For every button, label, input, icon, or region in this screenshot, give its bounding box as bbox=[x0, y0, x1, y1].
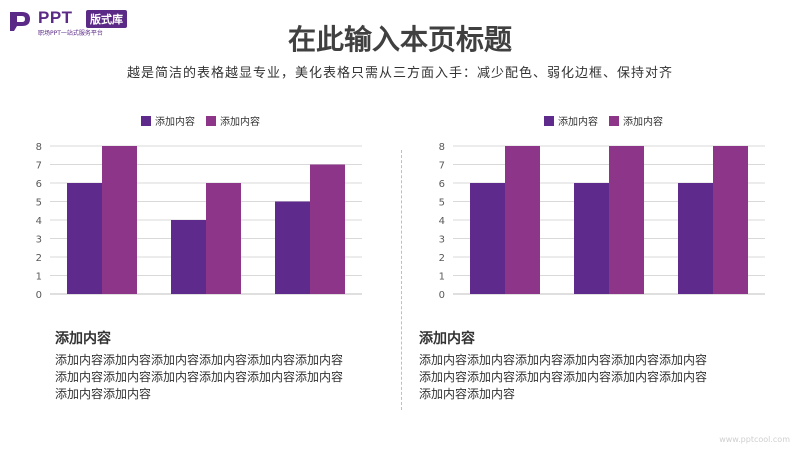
y-tick-label: 6 bbox=[36, 179, 42, 190]
y-tick-label: 3 bbox=[439, 235, 445, 246]
section-title-right: 添加内容 bbox=[419, 331, 475, 347]
bar bbox=[505, 146, 540, 294]
y-tick-label: 5 bbox=[36, 198, 42, 209]
bar bbox=[171, 220, 206, 294]
bar-chart-right: 添加内容 添加内容 0 1 2 3 4 5 6 7 8 bbox=[439, 115, 765, 301]
y-tick-label: 7 bbox=[439, 161, 445, 172]
bar bbox=[713, 146, 748, 294]
logo-mark-icon bbox=[10, 12, 30, 31]
section-line: 添加内容添加内容 bbox=[419, 387, 516, 401]
legend-label: 添加内容 bbox=[558, 115, 598, 128]
section-line: 添加内容添加内容添加内容添加内容添加内容添加内容 bbox=[55, 370, 344, 384]
bar bbox=[470, 183, 505, 294]
y-tick-label: 3 bbox=[36, 235, 42, 246]
logo-name: PPT bbox=[38, 8, 73, 27]
y-tick-label: 6 bbox=[439, 179, 445, 190]
y-tick-label: 0 bbox=[439, 290, 445, 301]
section-body-right: 添加内容添加内容添加内容添加内容添加内容添加内容 添加内容添加内容添加内容添加内… bbox=[419, 352, 739, 403]
y-tick-label: 8 bbox=[439, 142, 445, 153]
legend-label: 添加内容 bbox=[623, 115, 663, 128]
legend-swatch bbox=[206, 116, 216, 126]
logo-badge: 版式库 bbox=[86, 10, 127, 28]
divider bbox=[401, 150, 402, 410]
y-tick-label: 7 bbox=[36, 161, 42, 172]
bar bbox=[206, 183, 241, 294]
y-tick-label: 1 bbox=[439, 272, 445, 283]
bar bbox=[310, 164, 345, 294]
bar-chart-left: 添加内容 添加内容 0 1 2 3 4 5 6 7 8 bbox=[36, 115, 362, 301]
legend-swatch bbox=[141, 116, 151, 126]
y-tick-label: 8 bbox=[36, 142, 42, 153]
page-title: 在此输入本页标题 bbox=[287, 23, 512, 56]
legend-swatch bbox=[544, 116, 554, 126]
logo-tagline: 职场PPT一站式服务平台 bbox=[38, 30, 103, 37]
y-tick-label: 1 bbox=[36, 272, 42, 283]
page-subtitle: 越是简洁的表格越显专业，美化表格只需从三方面入手：减少配色、弱化边框、保持对齐 bbox=[126, 66, 673, 81]
legend-label: 添加内容 bbox=[155, 115, 195, 128]
bar bbox=[67, 183, 102, 294]
section-line: 添加内容添加内容添加内容添加内容添加内容添加内容 bbox=[419, 370, 708, 384]
legend-swatch bbox=[609, 116, 619, 126]
legend-label: 添加内容 bbox=[220, 115, 260, 128]
bar bbox=[102, 146, 137, 294]
bar bbox=[678, 183, 713, 294]
section-line: 添加内容添加内容添加内容添加内容添加内容添加内容 bbox=[55, 353, 344, 367]
y-tick-label: 4 bbox=[439, 216, 445, 227]
watermark: www.pptcool.com bbox=[719, 435, 790, 444]
y-tick-label: 2 bbox=[439, 253, 445, 264]
bar bbox=[275, 201, 310, 294]
section-title-left: 添加内容 bbox=[55, 331, 111, 347]
section-line: 添加内容添加内容 bbox=[55, 387, 152, 401]
section-body-left: 添加内容添加内容添加内容添加内容添加内容添加内容 添加内容添加内容添加内容添加内… bbox=[55, 352, 375, 403]
y-tick-label: 5 bbox=[439, 198, 445, 209]
y-tick-label: 0 bbox=[36, 290, 42, 301]
y-tick-label: 4 bbox=[36, 216, 42, 227]
bar bbox=[574, 183, 609, 294]
bar bbox=[609, 146, 644, 294]
logo: PPT 版式库 职场PPT一站式服务平台 bbox=[8, 8, 158, 37]
y-tick-label: 2 bbox=[36, 253, 42, 264]
section-line: 添加内容添加内容添加内容添加内容添加内容添加内容 bbox=[419, 353, 708, 367]
